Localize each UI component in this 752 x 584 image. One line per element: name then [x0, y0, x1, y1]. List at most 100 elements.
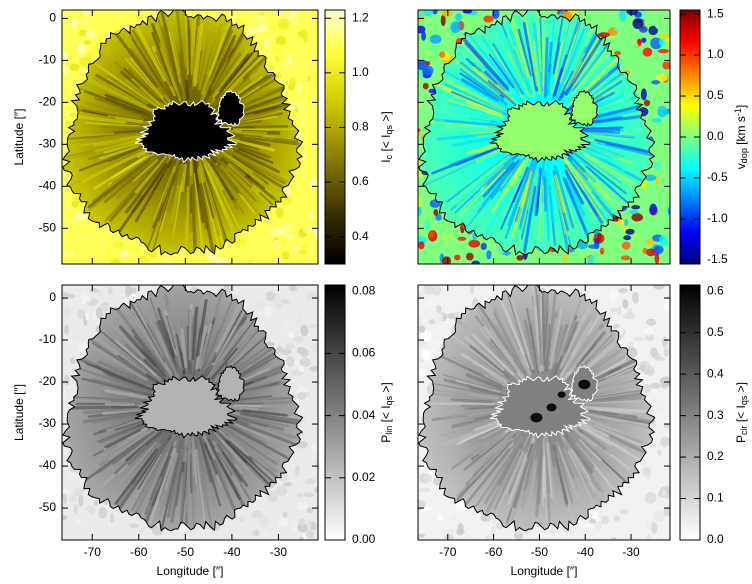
x-axis-label: Longitude [″] [157, 564, 224, 578]
granule [296, 440, 309, 449]
filament [545, 161, 555, 223]
filament [557, 445, 579, 500]
filament [198, 441, 213, 483]
filament [242, 409, 288, 417]
granule [642, 47, 653, 57]
filament [523, 443, 536, 492]
filament [578, 438, 602, 462]
filament [582, 154, 636, 191]
filament [190, 184, 196, 254]
y-tick-label: -40 [39, 179, 57, 193]
granule [649, 203, 658, 216]
granule [305, 530, 315, 539]
filament [491, 160, 526, 213]
umbra-contour [489, 99, 591, 164]
granule [432, 10, 438, 15]
filament [137, 431, 173, 483]
granule [96, 288, 103, 297]
filament [180, 328, 188, 369]
filament [491, 12, 527, 89]
granule [139, 255, 149, 262]
filament [208, 31, 227, 77]
granule [254, 529, 260, 537]
granule [643, 99, 651, 107]
granule [315, 228, 318, 238]
granule [62, 84, 69, 97]
filament [156, 321, 176, 365]
filament [146, 327, 173, 374]
granule [129, 523, 139, 529]
filament [205, 23, 223, 76]
filament [202, 434, 216, 460]
granule [455, 500, 467, 513]
filament [451, 334, 505, 376]
granule [206, 252, 218, 263]
filament [522, 186, 537, 255]
filament [124, 78, 167, 112]
filament [491, 452, 524, 523]
granule [442, 256, 452, 264]
granule [301, 153, 307, 160]
filament [236, 144, 271, 159]
filament [465, 84, 513, 113]
filament [98, 144, 152, 169]
granule [418, 102, 423, 108]
granule [296, 318, 302, 326]
granule [148, 251, 158, 259]
x-tick-label: -70 [439, 545, 457, 559]
colorbar-label-part: c [384, 154, 394, 159]
filament [536, 294, 544, 366]
granule [277, 18, 290, 30]
filament [192, 158, 205, 224]
granule [252, 25, 263, 33]
filament [493, 451, 523, 510]
granule [666, 385, 670, 393]
filament [203, 301, 233, 371]
colorbar-tick-label: 0.3 [707, 408, 724, 422]
filament [160, 12, 181, 84]
filament [196, 449, 202, 476]
granule [280, 348, 292, 356]
filament [125, 302, 167, 367]
filament [565, 343, 583, 370]
filament [464, 42, 510, 92]
filament [429, 392, 503, 402]
granule [304, 478, 317, 485]
y-tick-label: -30 [39, 416, 57, 430]
granule [641, 37, 647, 43]
granule [654, 421, 665, 434]
filament [463, 436, 505, 471]
granule [549, 285, 560, 290]
granule [610, 307, 619, 313]
filament [219, 173, 236, 197]
y-tick-label: -30 [39, 137, 57, 151]
colorbar-tick-label: 0.5 [707, 325, 724, 339]
granule [308, 213, 315, 220]
filament [518, 349, 532, 376]
granule [71, 17, 78, 29]
granule [604, 300, 615, 307]
filament [114, 447, 158, 505]
granule [436, 304, 442, 314]
filament [586, 80, 608, 98]
filament [156, 16, 176, 76]
filament [460, 353, 508, 383]
filament [227, 395, 303, 404]
filament [562, 448, 589, 506]
umbral-dot [557, 391, 566, 398]
filament [586, 419, 644, 443]
filament [444, 51, 501, 96]
filament [69, 151, 142, 187]
granule [69, 63, 80, 72]
filament [544, 450, 549, 510]
granule [418, 316, 422, 328]
image [418, 10, 670, 264]
granule [631, 213, 644, 222]
granule [659, 38, 666, 47]
filament [131, 38, 163, 87]
filament [521, 181, 534, 229]
x-tick-label: -40 [577, 545, 595, 559]
umbra-contour [570, 89, 598, 127]
granule [63, 374, 70, 386]
granule [81, 18, 90, 26]
